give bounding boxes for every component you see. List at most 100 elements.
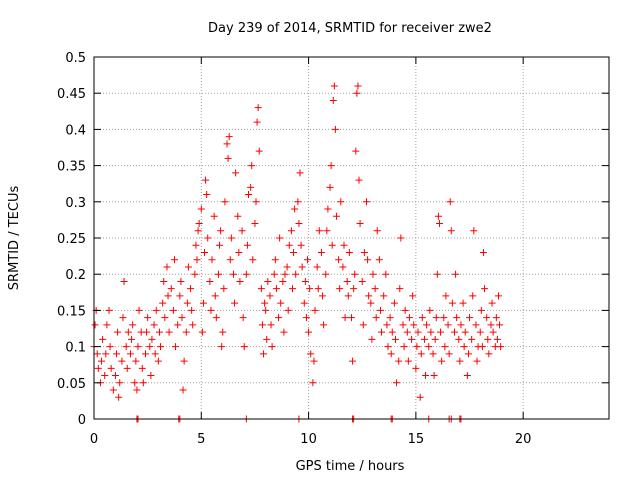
data-point xyxy=(497,343,505,351)
data-point xyxy=(396,285,404,293)
data-point xyxy=(174,321,182,329)
x-tick-label: 0 xyxy=(90,432,98,447)
data-point xyxy=(473,357,481,365)
data-point xyxy=(224,154,232,162)
data-point xyxy=(447,227,455,235)
data-point xyxy=(226,256,234,264)
data-point xyxy=(292,270,300,278)
data-point xyxy=(456,357,464,365)
data-point xyxy=(94,364,102,372)
data-point xyxy=(150,321,158,329)
data-point xyxy=(277,299,285,307)
data-point xyxy=(93,350,101,358)
data-point xyxy=(339,263,347,271)
y-tick-label: 0.1 xyxy=(65,341,86,356)
data-point xyxy=(302,314,310,322)
data-point xyxy=(493,335,501,343)
data-point xyxy=(258,321,266,329)
data-point xyxy=(98,357,106,365)
data-point xyxy=(352,147,360,155)
data-point xyxy=(429,350,437,358)
data-point xyxy=(144,314,152,322)
data-point xyxy=(364,256,372,264)
data-point xyxy=(255,147,263,155)
data-point xyxy=(183,299,191,307)
data-point xyxy=(247,183,255,191)
data-point xyxy=(221,198,229,206)
data-point xyxy=(143,328,151,336)
y-tick-label: 0.35 xyxy=(57,160,86,175)
data-point xyxy=(382,270,390,278)
data-point xyxy=(452,270,460,278)
x-tick-label: 15 xyxy=(408,432,425,447)
data-point xyxy=(157,343,165,351)
data-point xyxy=(191,270,199,278)
data-point xyxy=(369,270,377,278)
data-point xyxy=(210,212,218,220)
data-point xyxy=(425,343,433,351)
data-point xyxy=(387,350,395,358)
data-point xyxy=(195,220,203,228)
data-point xyxy=(204,234,212,242)
data-point xyxy=(235,248,243,256)
data-point xyxy=(217,227,225,235)
data-point xyxy=(179,386,187,394)
data-point xyxy=(477,306,485,314)
data-point xyxy=(420,335,428,343)
plot-frame xyxy=(93,56,610,420)
data-point xyxy=(151,350,159,358)
data-point xyxy=(189,321,197,329)
data-point xyxy=(444,321,452,329)
data-point xyxy=(496,321,504,329)
data-point xyxy=(331,125,339,133)
data-point xyxy=(276,234,284,242)
data-point xyxy=(391,335,399,343)
data-point xyxy=(106,343,114,351)
axis-ticks: 0 0.05 0.1 0.15 0.2 0.25 0.3 0.35 0.4 0.45 0.5 0 5 10… xyxy=(57,51,609,447)
data-point xyxy=(317,248,325,256)
data-point xyxy=(489,328,497,336)
data-point xyxy=(240,343,248,351)
data-point xyxy=(380,292,388,300)
data-point xyxy=(337,198,345,206)
data-point xyxy=(464,350,472,358)
data-point xyxy=(107,364,115,372)
data-point xyxy=(295,220,303,228)
data-point xyxy=(154,357,162,365)
data-point xyxy=(453,314,461,322)
data-point xyxy=(211,292,219,300)
data-point xyxy=(484,335,492,343)
data-point xyxy=(193,256,201,264)
data-point xyxy=(432,314,440,322)
data-point xyxy=(290,248,298,256)
data-point xyxy=(131,379,139,387)
data-point xyxy=(119,314,127,322)
data-point xyxy=(208,256,216,264)
y-tick-label: 0.2 xyxy=(65,268,86,283)
data-point xyxy=(455,335,463,343)
data-point xyxy=(431,335,439,343)
data-point xyxy=(161,314,169,322)
data-point xyxy=(272,285,280,293)
data-point xyxy=(198,328,206,336)
data-point xyxy=(442,292,450,300)
data-point xyxy=(245,191,252,199)
data-point xyxy=(216,241,224,249)
data-point xyxy=(132,357,140,365)
data-point xyxy=(461,328,469,336)
data-point xyxy=(466,314,474,322)
data-point xyxy=(257,285,265,293)
data-point xyxy=(201,248,209,256)
data-point xyxy=(485,350,493,358)
data-point xyxy=(270,270,278,278)
data-point xyxy=(448,299,456,307)
data-point xyxy=(459,299,467,307)
chart-title: Day 239 of 2014, SRMTID for receiver zwe… xyxy=(208,21,492,36)
x-axis-title: GPS time / hours xyxy=(296,459,405,474)
data-point xyxy=(309,379,317,387)
data-point xyxy=(234,212,242,220)
data-point xyxy=(146,343,154,351)
data-point xyxy=(430,372,438,380)
data-point xyxy=(301,277,309,285)
data-point xyxy=(348,314,355,322)
